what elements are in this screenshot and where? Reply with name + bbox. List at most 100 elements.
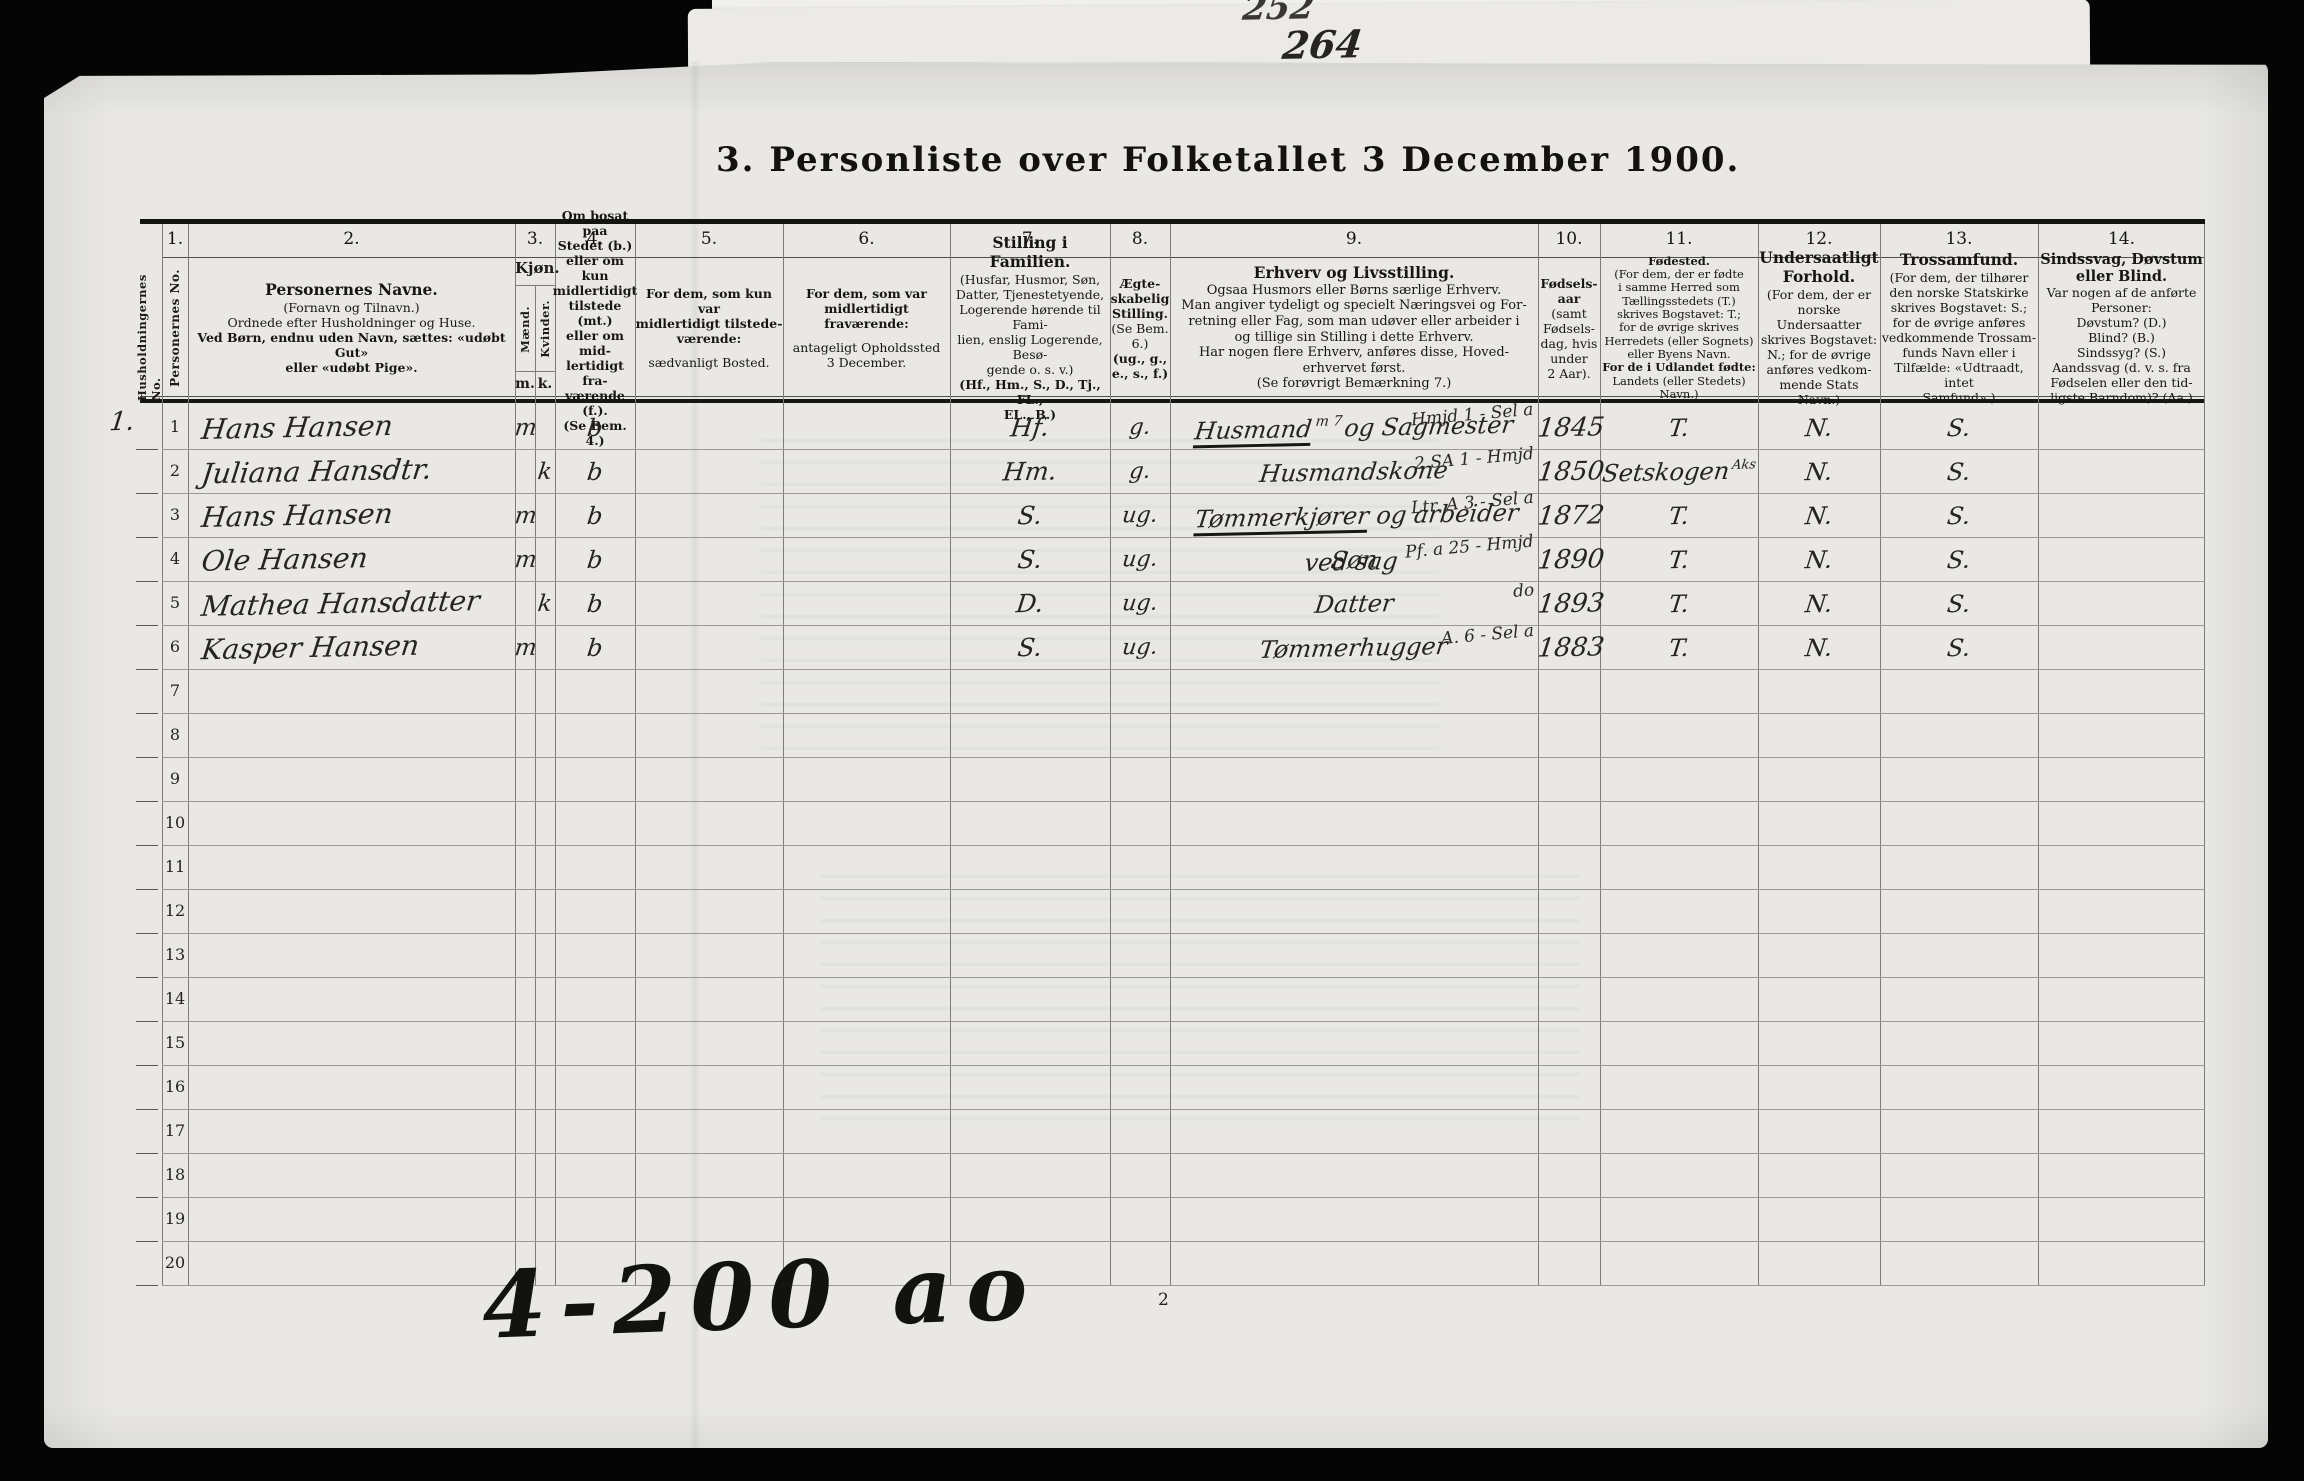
table-row: 1 1. Hans Hansen m b Hf. g. Husmandm 7og Sagmes…: [108, 400, 2205, 450]
header-line: Ægte-: [1119, 275, 1161, 291]
table-row: 15: [136, 1021, 2205, 1066]
footer-handwritten-tally: 4-200 ao: [480, 1232, 1043, 1360]
header-line: Aandssvag (d. v. s. fra: [2052, 360, 2191, 376]
cell-c4: b: [585, 589, 605, 619]
header-line: Sindssyg? (S.): [2076, 345, 2167, 361]
cell-m: m: [513, 414, 539, 442]
occupation-text: Tømmerhugger: [1258, 632, 1450, 664]
household-margin-dash: [136, 625, 158, 626]
table-row: 17: [136, 1109, 2205, 1154]
row-number: 2: [169, 461, 181, 480]
cell-c7: S.: [1016, 500, 1044, 531]
column-number-c9: 9.: [1345, 229, 1363, 249]
sex-male-label: Mænd.: [515, 289, 535, 369]
row-number: 9: [169, 769, 181, 788]
occupation-inserted-mark: m 7: [1314, 413, 1344, 430]
column-header-c8: Ægte-skabelig Stilling. (Se Bem. 6.) (ug., …: [1110, 259, 1170, 397]
header-line: dag, hvis: [1540, 335, 1598, 351]
sex-male-abbr: m.: [515, 376, 535, 392]
header-line: EL., B.): [1003, 406, 1057, 422]
occupation-text: Datter: [1312, 589, 1396, 619]
cell-c13: S.: [1945, 589, 1973, 619]
header-line: Logerende hørende til Fami-: [959, 301, 1101, 332]
header-line: (For dem, der er: [1766, 286, 1872, 302]
header-line: (For dem, der tilhører: [1889, 269, 2029, 285]
occupation-margin-note: Pf. a 25 - Hmjd: [1404, 531, 1535, 563]
header-line: (Hf., Hm., S., D., Tj., FL.,: [959, 376, 1101, 407]
table-row: 11: [136, 845, 2205, 890]
header-line: anføres vedkom-: [1766, 361, 1872, 377]
cell-c13: S.: [1945, 545, 1973, 575]
header-line: mende Stats Navn.): [1779, 376, 1859, 407]
person-number-column-label: Personernes No.: [163, 259, 187, 397]
header-line: eller Byens Navn.: [1627, 347, 1731, 361]
header-line: fraværende:: [824, 316, 909, 331]
header-line: (ug., g.,: [1112, 350, 1168, 366]
sex-column-rule: [515, 371, 555, 372]
header-line: skabelig: [1110, 290, 1170, 306]
header-line: Personer:: [2091, 300, 2152, 316]
header-line: Datter, Tjenestetyende,: [955, 286, 1105, 302]
column-header-c6: For dem, som var midlertidigt fraværende: a…: [783, 259, 950, 397]
cell-c4: b: [585, 545, 605, 575]
cell-c10: 1890: [1536, 544, 1606, 576]
row-number: 7: [169, 681, 181, 700]
cell-c11: T.: [1667, 633, 1691, 663]
table-row: 6 Kasper Hansen m b S. ug. Tømmerhugger A. 6 - …: [136, 621, 2205, 670]
cell-c7: S.: [1016, 632, 1044, 663]
cell-c10: 1883: [1536, 632, 1606, 664]
column-number-c4: 4.: [586, 229, 604, 249]
header-line: Samfund».): [1922, 389, 1996, 405]
header-line: for de øvrige skrives: [1619, 320, 1739, 335]
header-line: værende:: [676, 331, 742, 346]
header-line: Landets (eller Stedets): [1612, 373, 1746, 388]
header-line: den norske Statskirke: [1889, 284, 2029, 300]
row-number: 16: [164, 1077, 186, 1096]
column-header-c7: Stilling i Familien. (Husfar, Husmor, Søn…: [950, 234, 1110, 422]
table-row: 10: [136, 801, 2205, 846]
birthplace-superscript: Aks: [1731, 457, 1757, 473]
column-number-c3: 3.: [526, 229, 544, 249]
paper-fold-line: [690, 62, 700, 1448]
household-margin-dash: [136, 449, 158, 450]
person-name: Juliana Hansdtr.: [199, 452, 434, 491]
header-line: Stilling.: [1112, 305, 1168, 321]
header-line: Personernes Navne.: [265, 280, 438, 300]
header-bottom-rule-thin: [140, 396, 2205, 397]
row-number: 8: [169, 725, 181, 744]
header-line: antageligt Opholdssted: [792, 340, 941, 355]
census-form-sheet: [44, 62, 2268, 1448]
sex-column-title: Kjøn.: [515, 259, 560, 277]
household-margin-dash: [136, 537, 158, 538]
cell-c10: 1872: [1536, 500, 1606, 532]
column-border: [2038, 224, 2039, 1285]
occupation-underlined-word: Tømmerkjører: [1193, 501, 1371, 537]
header-line: Fødsels-: [1540, 275, 1598, 291]
cell-m: m: [513, 634, 539, 662]
cell-c11: T.: [1667, 545, 1691, 575]
header-line: Navn.): [1659, 386, 1699, 401]
header-line: for de øvrige anføres: [1892, 314, 2026, 330]
header-line: eller om kun: [566, 253, 624, 283]
header-line: ligste Barndom)? (Aa.): [2050, 390, 2193, 406]
row-number: 6: [169, 637, 181, 656]
row-number: 20: [164, 1253, 186, 1272]
header-line: eller om mid-: [566, 328, 624, 358]
cell-c10: 1850: [1536, 456, 1606, 488]
person-name: Hans Hansen: [199, 497, 395, 534]
cell-c10: 1845: [1536, 412, 1606, 444]
row-number: 11: [164, 857, 186, 876]
header-line: For dem, som kun var: [646, 286, 772, 316]
row-number: 1: [169, 417, 181, 436]
ink-bleedthrough: [820, 860, 1580, 1120]
cell-c4: b: [585, 633, 605, 663]
header-line: e., s., f.): [1111, 365, 1169, 381]
header-line: (Se forøvrigt Bemærkning 7.): [1256, 376, 1452, 392]
occupation-margin-note: do: [1512, 580, 1535, 602]
column-border: [1170, 224, 1171, 1285]
cell-c13: S.: [1945, 457, 1973, 487]
header-line: erhvervet først.: [1302, 360, 1406, 376]
header-line: Fødselen eller den tid-: [2050, 375, 2193, 391]
header-line: og tillige sin Stilling i dette Erhverv.: [1234, 329, 1474, 345]
